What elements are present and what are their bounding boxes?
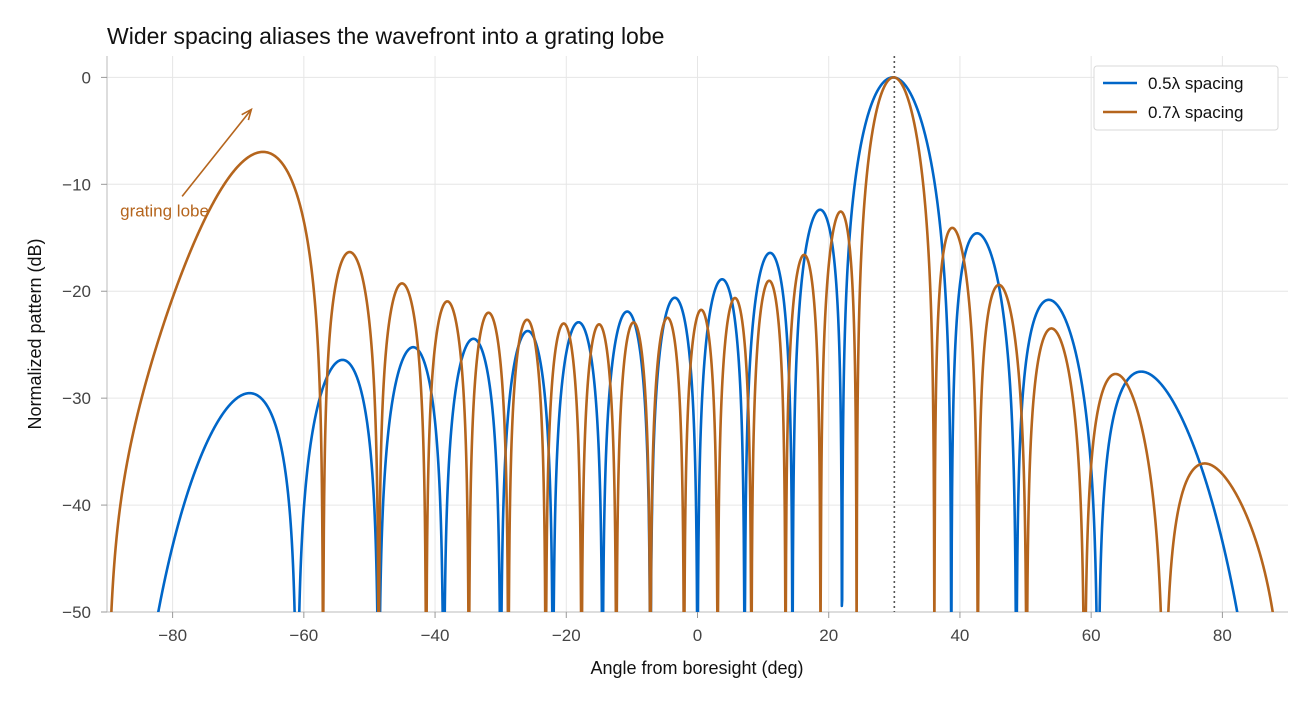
series-line-2 bbox=[110, 76, 1275, 612]
x-tick-label: 40 bbox=[950, 626, 969, 645]
y-ticks: 0 −10 −20 −30 −40 −50 bbox=[62, 68, 107, 622]
chart-title: Wider spacing aliases the wavefront into… bbox=[107, 23, 664, 49]
x-ticks: −80 −60 −40 −20 0 20 40 60 80 bbox=[158, 612, 1232, 645]
x-tick-label: −20 bbox=[552, 626, 581, 645]
legend: 0.5λ spacing 0.7λ spacing bbox=[1093, 65, 1279, 131]
y-tick-label: −30 bbox=[62, 389, 91, 408]
series-layer bbox=[110, 76, 1275, 612]
x-axis-label: Angle from boresight (deg) bbox=[590, 658, 803, 678]
x-tick-label: −60 bbox=[289, 626, 318, 645]
x-tick-label: −40 bbox=[421, 626, 450, 645]
x-tick-label: 0 bbox=[693, 626, 702, 645]
annotation-label: grating lobe bbox=[120, 201, 209, 220]
legend-label: 0.5λ spacing bbox=[1148, 74, 1243, 93]
y-tick-label: 0 bbox=[82, 68, 91, 87]
x-tick-label: −80 bbox=[158, 626, 187, 645]
y-tick-label: −50 bbox=[62, 603, 91, 622]
y-axis-label: Normalized pattern (dB) bbox=[25, 238, 45, 429]
y-tick-label: −20 bbox=[62, 282, 91, 301]
annotation-layer: grating lobe bbox=[120, 107, 253, 220]
grid bbox=[107, 56, 1288, 613]
legend-label: 0.7λ spacing bbox=[1148, 103, 1243, 122]
y-tick-label: −10 bbox=[62, 175, 91, 194]
x-tick-label: 60 bbox=[1082, 626, 1101, 645]
y-tick-label: −40 bbox=[62, 496, 91, 515]
annotation-arrow bbox=[181, 108, 252, 197]
annotation-arrowhead bbox=[241, 107, 253, 121]
legend-box bbox=[1093, 65, 1279, 131]
x-tick-label: 20 bbox=[819, 626, 838, 645]
x-tick-label: 80 bbox=[1213, 626, 1232, 645]
